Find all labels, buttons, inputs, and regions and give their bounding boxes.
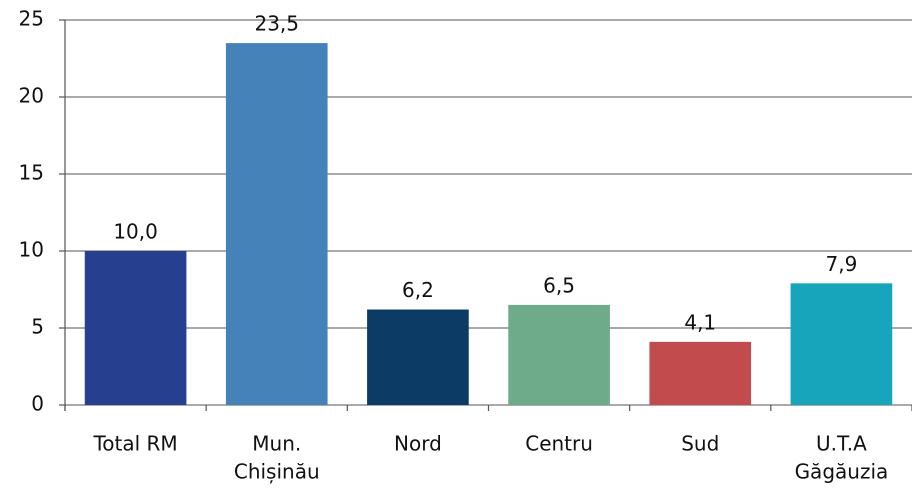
bar [367,309,469,405]
data-label: 4,1 [684,310,716,334]
bar [225,43,328,405]
data-label: 7,9 [826,252,858,276]
x-tick-label: Chișinău [234,460,320,484]
data-label: 23,5 [254,12,299,36]
y-tick-label: 20 [19,84,44,108]
x-tick-label: Nord [394,432,442,456]
bar [508,304,610,405]
x-tick-label: Mun. [252,432,301,456]
y-tick-label: 10 [19,238,44,262]
x-tick-label: Sud [681,432,719,456]
bar [790,283,893,405]
data-label: 10,0 [113,220,158,244]
bar [649,341,752,405]
x-tick-label: Găgăuzia [795,460,889,484]
bar [84,251,187,405]
y-tick-label: 5 [31,315,44,339]
data-label: 6,2 [402,278,434,302]
x-tick-label: Centru [525,432,593,456]
x-tick-label: Total RM [92,432,177,456]
y-tick-label: 0 [31,392,44,416]
y-tick-label: 15 [19,161,44,185]
data-label: 6,5 [543,273,575,297]
x-tick-label: U.T.A [816,432,867,456]
y-tick-label: 25 [19,7,44,31]
